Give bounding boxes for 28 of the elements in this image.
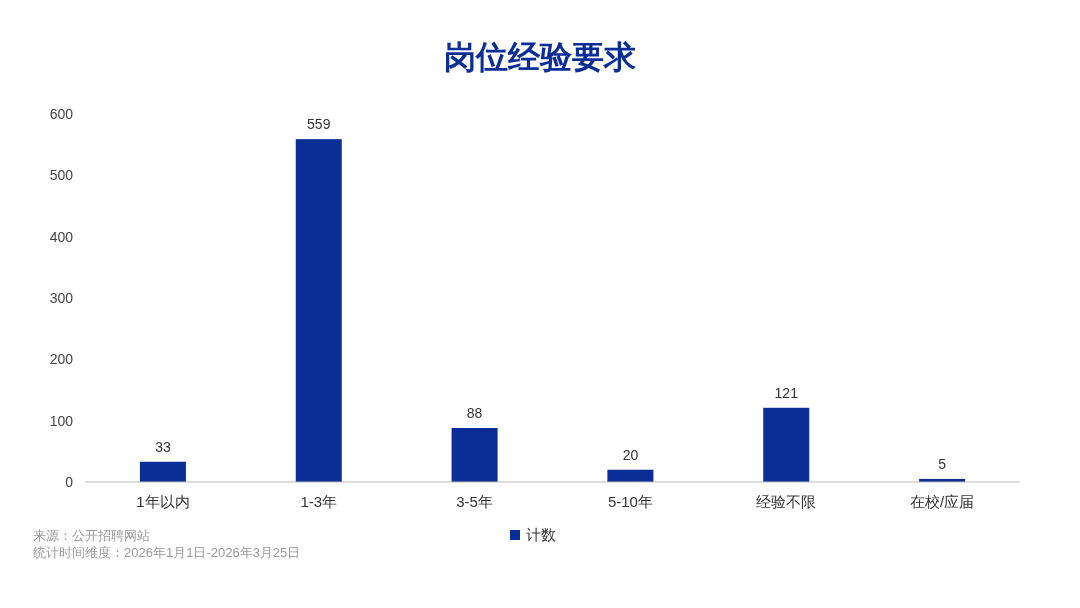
data-label: 33 [155,438,171,455]
x-tick-label: 1-3年 [300,493,338,510]
legend-label: 计数 [526,526,556,543]
source-note: 来源：公开招聘网站 [33,528,150,543]
y-tick-label: 300 [49,290,74,306]
x-tick-label: 1年以内 [136,493,190,510]
y-tick-label: 200 [49,351,74,368]
data-label: 559 [307,116,331,133]
x-tick-label: 在校/应届 [910,493,975,510]
bar [607,469,654,482]
bar [451,428,498,482]
x-tick-label: 3-5年 [456,493,493,510]
data-label: 88 [466,405,483,422]
y-tick-label: 100 [49,412,74,429]
y-tick-label: 500 [49,167,74,184]
data-label: 5 [938,455,947,472]
x-tick-label: 经验不限 [756,493,817,510]
bar [295,139,342,482]
y-tick-label: 400 [49,228,74,245]
y-tick-label: 0 [65,474,74,490]
x-tick-label: 5-10年 [607,493,653,510]
data-label: 20 [622,446,639,463]
text: 统计时间维度：2026年1月1日-2026年3月25日 [33,545,301,560]
data-label: 121 [774,384,799,401]
bar [763,407,810,482]
bar [139,461,186,482]
y-tick-label: 600 [49,106,74,122]
chart-title: 岗位经验要求 [444,39,636,75]
